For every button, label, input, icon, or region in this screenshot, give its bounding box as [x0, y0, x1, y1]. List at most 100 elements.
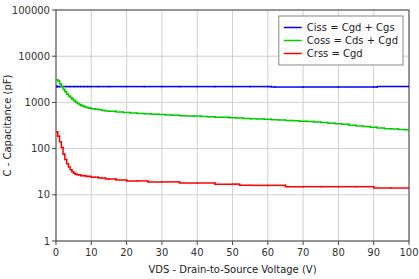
grid: [56, 10, 409, 241]
line-step: [91, 86, 98, 88]
tick-label: 60: [261, 247, 274, 258]
line-step: [303, 86, 338, 88]
tick-label: 1000: [25, 97, 50, 108]
grid-line: [126, 10, 127, 241]
line-step: [377, 86, 409, 88]
line-step: [398, 128, 405, 130]
line-step: [356, 186, 374, 188]
line-step: [250, 185, 268, 187]
x-axis-label: VDS - Drain-to-Source Voltage (V): [148, 264, 316, 275]
legend-swatch: [284, 53, 302, 55]
line-step: [285, 119, 292, 121]
tick-label: 10: [85, 247, 98, 258]
line-step: [328, 122, 335, 124]
line-step: [384, 127, 391, 129]
line-step: [356, 125, 363, 127]
tick-label: 40: [191, 247, 204, 258]
line-step: [180, 182, 198, 183]
line-step: [335, 122, 342, 124]
grid-line: [197, 10, 198, 241]
line-step: [342, 123, 349, 125]
tick-mark: [409, 241, 410, 245]
tick-label: 100000: [12, 5, 50, 16]
legend-label: Crss = Cgd: [307, 48, 363, 59]
tick-mark: [373, 241, 374, 245]
line-step: [201, 115, 208, 117]
legend-swatch: [284, 40, 302, 42]
tick-mark: [197, 241, 198, 245]
line-step: [349, 124, 356, 126]
line-step: [197, 86, 215, 88]
line-step: [130, 112, 137, 114]
line-step: [215, 86, 233, 88]
line-step: [144, 86, 162, 88]
line-step: [222, 116, 229, 118]
line-step: [65, 154, 67, 159]
line-step: [61, 142, 63, 148]
line-step: [162, 181, 180, 183]
line-step: [338, 86, 373, 88]
line-step: [391, 187, 409, 189]
line-step: [172, 114, 179, 116]
line-step: [109, 86, 127, 88]
line-step: [56, 86, 57, 88]
line-step: [194, 115, 201, 117]
grid-line: [161, 10, 162, 241]
tick-mark: [303, 241, 304, 245]
legend-swatch: [284, 27, 302, 29]
line-step: [158, 113, 165, 115]
line-step: [405, 129, 409, 131]
grid-line: [267, 10, 268, 241]
line-step: [229, 117, 236, 119]
line-step: [314, 121, 321, 123]
chart: 0102030405060708090100110100100010000100…: [0, 0, 419, 279]
tick-mark: [52, 102, 56, 103]
grid-line: [91, 10, 92, 241]
series: [56, 132, 409, 188]
tick-label: 0: [53, 247, 59, 258]
line-step: [233, 86, 251, 88]
tick-label: 30: [156, 247, 169, 258]
line-step: [271, 119, 278, 121]
line-step: [63, 148, 65, 155]
line-step: [208, 116, 215, 118]
tick-label: 1: [44, 236, 50, 247]
tick-label: 70: [297, 247, 310, 258]
grid-line: [56, 148, 409, 149]
grid-line: [56, 194, 409, 195]
tick-label: 100: [31, 143, 50, 154]
line-step: [98, 86, 109, 88]
line-step: [116, 178, 127, 180]
line-step: [109, 178, 116, 180]
y-axis-label: C - Capacitance (pF): [2, 74, 13, 176]
tick-mark: [267, 241, 268, 245]
tick-label: 20: [120, 247, 133, 258]
tick-mark: [56, 241, 57, 245]
line-step: [285, 185, 303, 186]
legend-label: Ciss = Cgd + Cgs: [307, 22, 395, 33]
series: [56, 80, 409, 130]
tick-mark: [52, 10, 56, 11]
line-step: [377, 126, 384, 128]
tick-mark: [338, 241, 339, 245]
line-step: [293, 120, 300, 122]
tick-label: 80: [332, 247, 345, 258]
line-step: [268, 185, 286, 187]
tick-mark: [52, 148, 56, 149]
line-step: [391, 128, 398, 130]
tick-label: 90: [367, 247, 380, 258]
line-step: [151, 113, 158, 115]
tick-mark: [52, 56, 56, 57]
tick-mark: [232, 241, 233, 245]
line-step: [338, 186, 356, 188]
tick-label: 10: [37, 189, 50, 200]
tick-label: 10000: [18, 51, 50, 62]
line-step: [243, 117, 250, 119]
legend: Ciss = Cgd + CgsCoss = Cds + CgdCrss = C…: [279, 16, 403, 65]
line-step: [148, 181, 162, 182]
line-step: [165, 114, 172, 116]
line-step: [127, 179, 138, 181]
line-step: [321, 186, 339, 188]
line-step: [321, 121, 328, 123]
line-step: [303, 186, 321, 188]
